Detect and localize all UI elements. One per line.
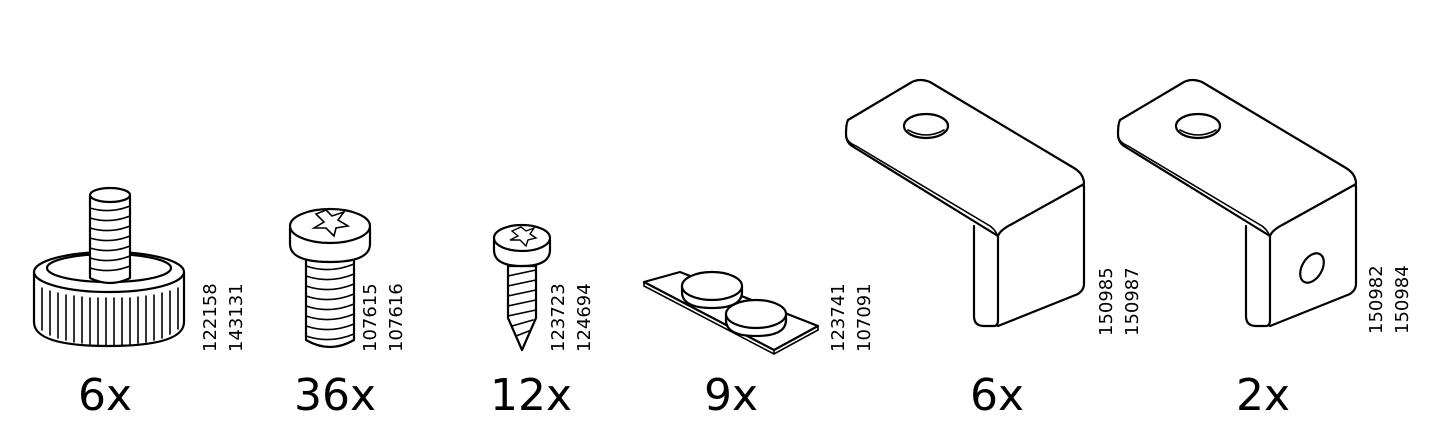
part-code: 150982 — [1366, 265, 1387, 334]
quantity-label: 2x — [1236, 370, 1291, 421]
part-codes: 150982 150984 — [1364, 254, 1414, 334]
part-code: 150984 — [1392, 265, 1413, 334]
quantity-label: 6x — [970, 370, 1025, 421]
quantity-label: 9x — [704, 370, 759, 421]
quantity-label: 12x — [490, 370, 573, 421]
quantity-label: 6x — [78, 370, 133, 421]
quantity-label: 36x — [294, 370, 377, 421]
